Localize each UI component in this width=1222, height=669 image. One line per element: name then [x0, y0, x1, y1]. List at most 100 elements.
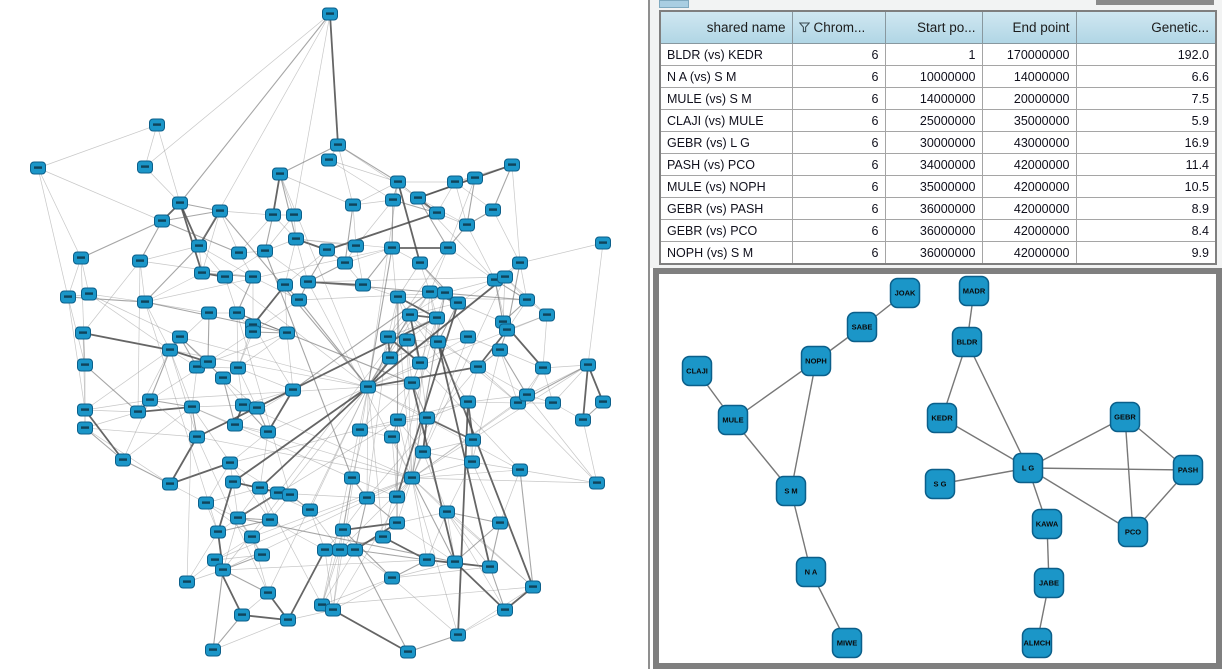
network-node[interactable]: [344, 471, 360, 485]
network-node[interactable]: [154, 214, 170, 228]
table-row[interactable]: PASH (vs) PCO 6 34000000 42000000 11.4: [659, 153, 1217, 176]
network-node[interactable]: MULE: [717, 404, 749, 436]
network-node[interactable]: [535, 361, 551, 375]
network-node[interactable]: [335, 523, 351, 537]
network-node[interactable]: [231, 246, 247, 260]
network-node[interactable]: JABE: [1033, 567, 1065, 599]
network-node[interactable]: [575, 413, 591, 427]
network-node[interactable]: ALMCH: [1021, 627, 1053, 659]
network-node[interactable]: [244, 530, 260, 544]
network-node[interactable]: [400, 645, 416, 659]
network-node[interactable]: [172, 196, 188, 210]
network-node[interactable]: [210, 525, 226, 539]
network-node[interactable]: [467, 171, 483, 185]
network-node[interactable]: [288, 232, 304, 246]
network-node[interactable]: [440, 241, 456, 255]
network-node[interactable]: [439, 505, 455, 519]
network-node[interactable]: [384, 571, 400, 585]
network-node[interactable]: [215, 563, 231, 577]
network-node[interactable]: [497, 603, 513, 617]
network-node[interactable]: [215, 371, 231, 385]
network-node[interactable]: [384, 241, 400, 255]
network-node[interactable]: [332, 543, 348, 557]
network-node[interactable]: [460, 330, 476, 344]
network-node[interactable]: [330, 138, 346, 152]
network-node[interactable]: [450, 628, 466, 642]
network-edge[interactable]: [790, 360, 817, 492]
table-row[interactable]: GEBR (vs) L G 6 30000000 43000000 16.9: [659, 131, 1217, 154]
network-node[interactable]: [191, 239, 207, 253]
network-node[interactable]: [217, 270, 233, 284]
network-node[interactable]: [429, 311, 445, 325]
network-node[interactable]: [30, 161, 46, 175]
network-node[interactable]: GEBR: [1109, 401, 1141, 433]
table-row[interactable]: GEBR (vs) PCO 6 36000000 42000000 8.4: [659, 219, 1217, 242]
network-node[interactable]: [429, 206, 445, 220]
network-node[interactable]: [345, 198, 361, 212]
network-node[interactable]: [245, 270, 261, 284]
network-node[interactable]: [525, 580, 541, 594]
network-node[interactable]: [492, 516, 508, 530]
network-node[interactable]: [545, 396, 561, 410]
network-node[interactable]: [419, 553, 435, 567]
network-node[interactable]: [149, 118, 165, 132]
network-node[interactable]: [412, 256, 428, 270]
network-node[interactable]: [201, 306, 217, 320]
network-node[interactable]: [539, 308, 555, 322]
network-node[interactable]: [302, 503, 318, 517]
network-node[interactable]: [399, 333, 415, 347]
network-node[interactable]: [235, 398, 251, 412]
network-node[interactable]: [207, 553, 223, 567]
network-node[interactable]: [252, 481, 268, 495]
network-node[interactable]: PCO: [1117, 516, 1149, 548]
network-node[interactable]: [300, 275, 316, 289]
network-node[interactable]: [162, 477, 178, 491]
network-node[interactable]: [415, 445, 431, 459]
network-node[interactable]: [390, 175, 406, 189]
network-edge[interactable]: [966, 341, 1029, 469]
network-node[interactable]: [77, 421, 93, 435]
network-node[interactable]: [404, 376, 420, 390]
network-node[interactable]: [402, 308, 418, 322]
table-row[interactable]: NOPH (vs) S M 6 36000000 42000000 9.9: [659, 241, 1217, 265]
network-node[interactable]: [352, 423, 368, 437]
network-node[interactable]: [482, 560, 498, 574]
network-node[interactable]: [162, 343, 178, 357]
network-node[interactable]: MADR: [958, 275, 990, 307]
network-node[interactable]: [198, 496, 214, 510]
network-node[interactable]: [348, 239, 364, 253]
network-edge[interactable]: [1124, 416, 1134, 533]
network-node[interactable]: [485, 203, 501, 217]
network-node[interactable]: [430, 335, 446, 349]
panel-divider[interactable]: [648, 0, 650, 669]
network-node[interactable]: [265, 208, 281, 222]
network-node[interactable]: [499, 323, 515, 337]
network-edge[interactable]: [1027, 467, 1189, 471]
network-node[interactable]: CLAJI: [681, 355, 713, 387]
network-node[interactable]: NOPH: [800, 345, 832, 377]
network-node[interactable]: [282, 488, 298, 502]
network-node[interactable]: MIWE: [831, 627, 863, 659]
network-node[interactable]: [260, 425, 276, 439]
network-node[interactable]: [115, 453, 131, 467]
network-node[interactable]: S G: [924, 468, 956, 500]
network-node[interactable]: [245, 325, 261, 339]
column-header-shared-name[interactable]: shared name: [659, 11, 793, 44]
table-row[interactable]: CLAJI (vs) MULE 6 25000000 35000000 5.9: [659, 109, 1217, 132]
network-node[interactable]: [359, 491, 375, 505]
network-node[interactable]: [262, 513, 278, 527]
network-node[interactable]: [504, 158, 520, 172]
network-node[interactable]: [380, 330, 396, 344]
network-node[interactable]: [227, 418, 243, 432]
network-node[interactable]: [77, 403, 93, 417]
network-node[interactable]: [222, 456, 238, 470]
network-node[interactable]: [230, 361, 246, 375]
table-row[interactable]: N A (vs) S M 6 10000000 14000000 6.6: [659, 65, 1217, 88]
network-node[interactable]: [404, 471, 420, 485]
filter-icon[interactable]: [798, 21, 810, 33]
overview-network-canvas[interactable]: [0, 0, 648, 669]
network-node[interactable]: [325, 603, 341, 617]
scrollbar-thumb[interactable]: [659, 0, 689, 8]
network-edge[interactable]: [1027, 467, 1134, 533]
network-node[interactable]: [234, 608, 250, 622]
